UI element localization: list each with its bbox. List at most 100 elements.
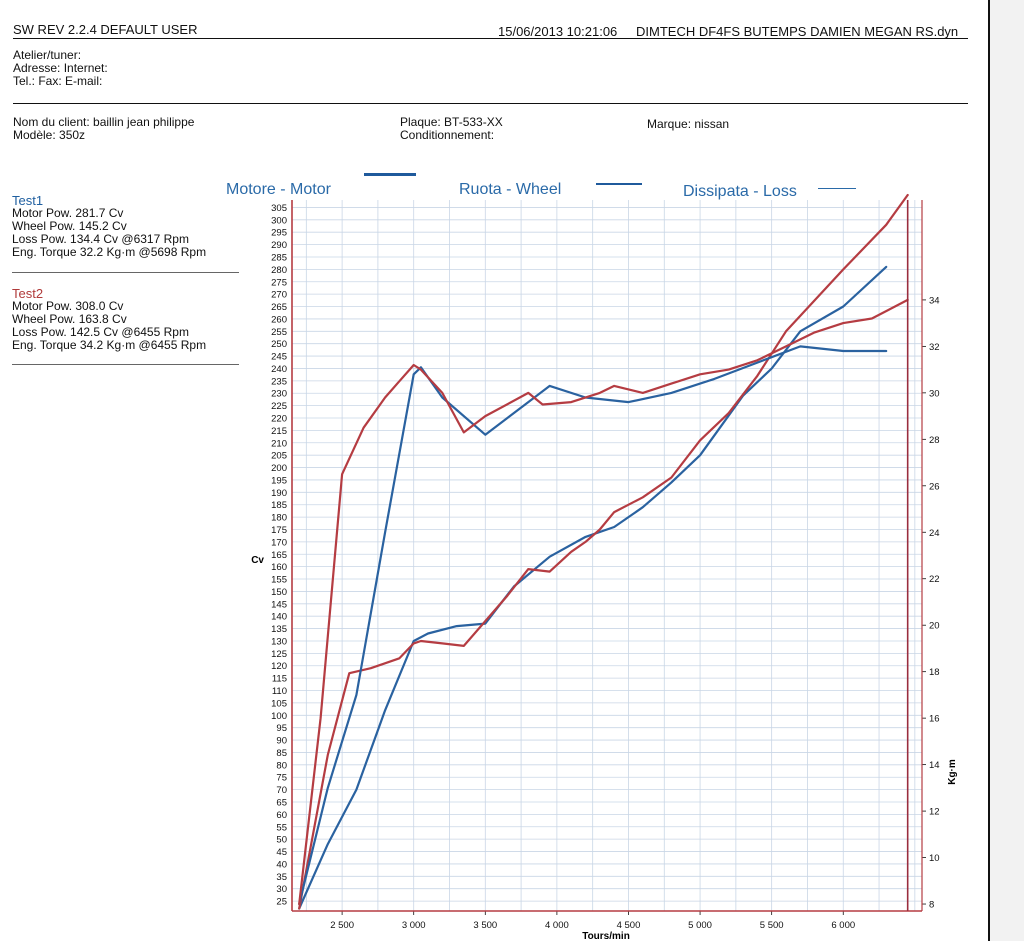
workshop-label: Atelier/tuner: [13,48,82,62]
test2-wheel-power: Wheel Pow. 163.8 Cv [12,312,127,326]
test2-engine-torque: Eng. Torque 34.2 Kg·m @6455 Rpm [12,338,207,352]
left-tick-label: 260 [271,314,287,325]
right-tick-label: 10 [929,853,940,864]
x-tick-label: 3 000 [402,920,426,931]
left-tick-label: 65 [276,797,287,808]
right-tick-label: 34 [929,295,940,306]
address-label: Adresse: Internet: [13,61,108,75]
left-tick-label: 240 [271,364,287,375]
test1-motor-power: Motor Pow. 281.7 Cv [12,206,124,220]
left-tick-label: 230 [271,389,287,400]
x-tick-label: 4 000 [545,920,569,931]
test1-wheel-power: Wheel Pow. 145.2 Cv [12,219,127,233]
left-tick-label: 50 [276,835,287,846]
vehicle-model: Modèle: 350z [13,128,86,142]
x-axis-ticks: 2 500 3 000 3 500 4 000 4 500 5 000 5 500 6 000 [330,911,855,931]
left-tick-label: 270 [271,290,287,301]
test1-loss-power: Loss Pow. 134.4 Cv @6317 Rpm [12,232,189,246]
right-tick-label: 24 [929,528,940,539]
legend-wheel: Ruota - Wheel [459,181,562,198]
right-tick-label: 26 [929,481,940,492]
series-line-test2-motor [298,193,909,910]
test-datetime: 15/06/2013 10:21:06 [498,24,618,39]
vehicle-brand: Marque: nissan [647,117,730,131]
series-line-test1-torque [298,345,888,906]
left-tick-label: 95 [276,723,287,734]
left-tick-label: 295 [271,228,287,239]
left-tick-label: 60 [276,810,287,821]
left-tick-label: 215 [271,426,287,437]
left-tick-label: 275 [271,277,287,288]
left-tick-label: 210 [271,438,287,449]
left-tick-label: 225 [271,401,287,412]
right-tick-label: 32 [929,342,940,353]
left-tick-label: 35 [276,872,287,883]
x-tick-label: 2 500 [330,920,354,931]
dyno-chart: 2530354045505560657075808590951001051101… [251,193,958,941]
header-rule [13,38,968,39]
left-tick-label: 285 [271,252,287,263]
right-tick-label: 18 [929,667,940,678]
right-tick-label: 20 [929,621,940,632]
series-line-test2-torque [298,298,909,906]
left-tick-label: 170 [271,537,287,548]
left-tick-label: 290 [271,240,287,251]
left-tick-label: 150 [271,587,287,598]
left-tick-label: 255 [271,327,287,338]
left-tick-label: 75 [276,773,287,784]
legend-motor-swatch [364,173,416,176]
right-tick-label: 14 [929,760,940,771]
left-tick-label: 205 [271,451,287,462]
x-tick-label: 4 500 [617,920,641,931]
left-tick-label: 110 [272,686,287,697]
left-tick-label: 25 [276,897,287,908]
left-tick-label: 145 [271,599,287,610]
left-tick-label: 305 [271,203,287,214]
left-tick-label: 30 [276,884,287,895]
left-tick-label: 100 [271,711,287,722]
left-tick-label: 250 [271,339,287,350]
test2-loss-power: Loss Pow. 142.5 Cv @6455 Rpm [12,325,189,339]
left-tick-label: 300 [271,215,287,226]
scan-edge [988,0,1024,941]
right-tick-label: 12 [929,807,940,818]
license-plate: Plaque: BT-533-XX [400,115,503,129]
left-tick-label: 135 [271,624,287,635]
left-tick-label: 280 [271,265,287,276]
left-axis-ticks: 2530354045505560657075808590951001051101… [271,203,287,908]
scan-edge-line [988,0,990,941]
software-version: SW REV 2.2.4 DEFAULT USER [13,22,198,37]
x-tick-label: 3 500 [473,920,497,931]
left-tick-label: 245 [271,352,287,363]
left-tick-label: 190 [271,488,287,499]
left-tick-label: 125 [271,649,287,660]
client-name: Nom du client: baillin jean philippe [13,115,195,129]
left-tick-label: 200 [271,463,287,474]
left-tick-label: 70 [276,785,287,796]
legend-loss: Dissipata - Loss [683,183,797,200]
x-tick-label: 5 000 [688,920,712,931]
series-lines [298,193,909,910]
left-tick-label: 185 [271,500,287,511]
contact-label: Tel.: Fax: E-mail: [13,74,103,88]
test2-rule [12,364,239,365]
file-name: DIMTECH DF4FS BUTEMPS DAMIEN MEGAN RS.dy… [636,24,959,39]
left-tick-label: 85 [276,748,287,759]
left-tick-label: 105 [271,698,287,709]
legend-wheel-swatch [596,183,642,185]
left-tick-label: 120 [271,661,287,672]
x-tick-label: 5 500 [760,920,784,931]
left-tick-label: 180 [271,513,287,524]
x-tick-label: 6 000 [831,920,855,931]
test1-rule [12,272,239,273]
left-tick-label: 160 [271,562,287,573]
left-tick-label: 90 [276,736,287,747]
test1-title: Test1 [12,193,44,208]
left-tick-label: 80 [276,760,287,771]
series-line-test1-motor [298,265,888,910]
right-tick-label: 8 [929,900,934,911]
left-tick-label: 235 [271,376,287,387]
left-tick-label: 115 [272,674,287,685]
right-tick-label: 22 [929,574,940,585]
right-axis-label: Kg·m [947,759,958,785]
